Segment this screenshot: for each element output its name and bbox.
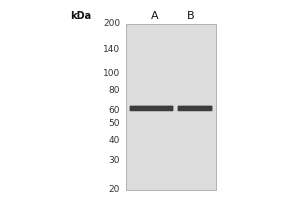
Text: 200: 200	[103, 20, 120, 28]
Text: 20: 20	[109, 186, 120, 194]
Text: 50: 50	[109, 119, 120, 128]
Text: 30: 30	[109, 156, 120, 165]
Text: B: B	[187, 11, 194, 21]
Text: 60: 60	[109, 106, 120, 115]
Text: 40: 40	[109, 136, 120, 145]
Text: A: A	[151, 11, 158, 21]
FancyBboxPatch shape	[178, 106, 212, 111]
Text: 80: 80	[109, 86, 120, 95]
Bar	[126, 24, 216, 190]
Text: 140: 140	[103, 45, 120, 54]
FancyBboxPatch shape	[130, 106, 173, 111]
Text: 100: 100	[103, 69, 120, 78]
Text: kDa: kDa	[70, 11, 92, 21]
